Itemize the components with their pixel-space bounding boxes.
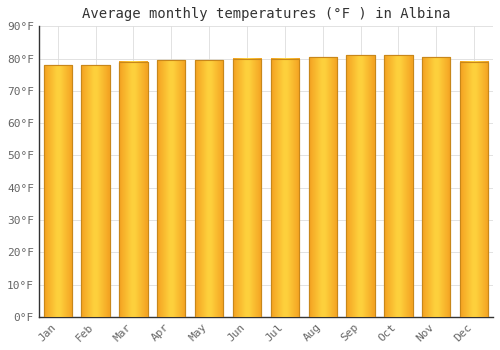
Bar [270, 58, 299, 317]
Bar [384, 55, 412, 317]
Bar [195, 60, 224, 317]
Bar [82, 65, 110, 317]
Title: Average monthly temperatures (°F ) in Albina: Average monthly temperatures (°F ) in Al… [82, 7, 450, 21]
Bar [422, 57, 450, 317]
Bar [195, 60, 224, 317]
Bar [346, 55, 375, 317]
Bar [308, 57, 337, 317]
Bar [119, 62, 148, 317]
Bar [233, 58, 261, 317]
Bar [233, 58, 261, 317]
Bar [308, 57, 337, 317]
Bar [157, 60, 186, 317]
Bar [44, 65, 72, 317]
Bar [270, 58, 299, 317]
Bar [422, 57, 450, 317]
Bar [460, 62, 488, 317]
Bar [157, 60, 186, 317]
Bar [346, 55, 375, 317]
Bar [44, 65, 72, 317]
Bar [460, 62, 488, 317]
Bar [119, 62, 148, 317]
Bar [82, 65, 110, 317]
Bar [384, 55, 412, 317]
